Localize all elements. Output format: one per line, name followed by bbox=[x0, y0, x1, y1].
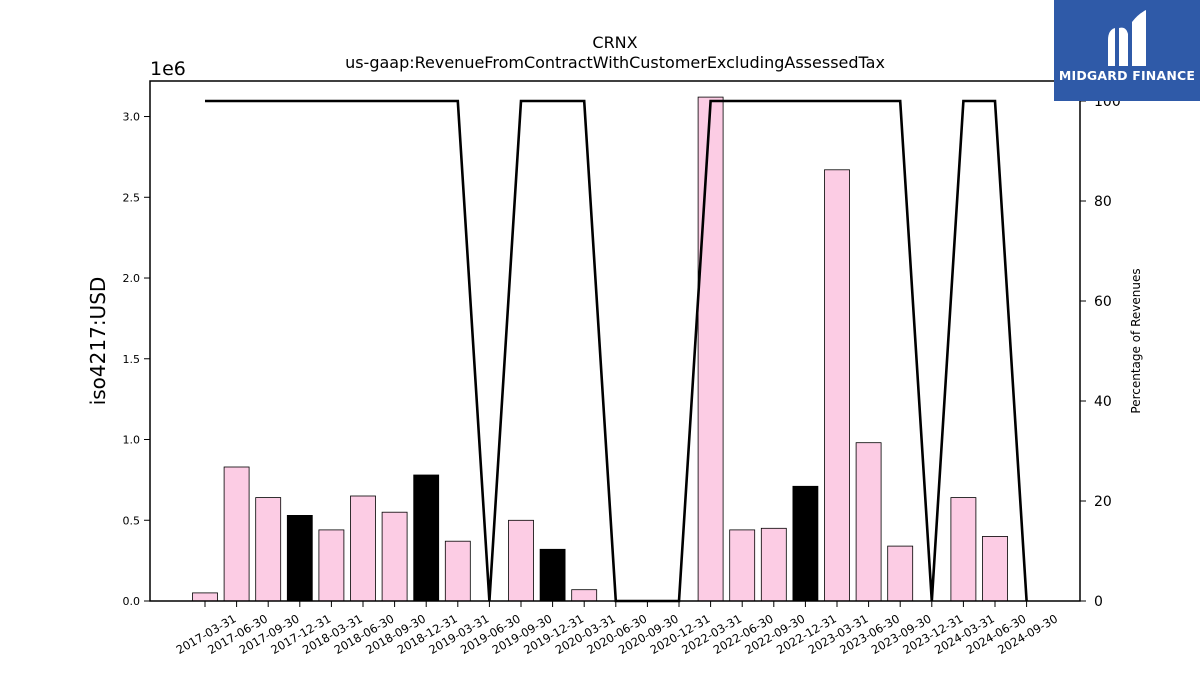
bar-2023-03-31 bbox=[824, 169, 850, 602]
bar-2023-06-30 bbox=[855, 442, 882, 602]
bar-2022-03-31 bbox=[697, 96, 724, 602]
brand-name: MIDGARD FINANCE bbox=[1058, 68, 1196, 83]
bar-2019-03-31 bbox=[444, 540, 471, 602]
y2-tick-label-80: 80 bbox=[1094, 194, 1112, 210]
bar-2017-03-31 bbox=[192, 592, 218, 602]
brand-mark-icon bbox=[1108, 10, 1146, 67]
bar-2019-12-31 bbox=[539, 548, 566, 602]
y-offset-label: 1e6 bbox=[150, 58, 186, 80]
y-axis-label: iso4217:USD bbox=[86, 277, 110, 406]
line-layer bbox=[204, 99, 1028, 603]
y2-axis-label: Percentage of Revenues bbox=[1129, 268, 1143, 413]
y-tick-label-2.5: 2.5 bbox=[123, 191, 141, 204]
y-tick-label-0.0: 0.0 bbox=[123, 595, 141, 608]
y2-tick-label-60: 60 bbox=[1094, 294, 1112, 310]
y-axis: 0.0 0.5 1.0 1.5 2.0 2.5 3.0 bbox=[123, 111, 150, 608]
plot-frame bbox=[149, 80, 1081, 602]
y-tick-label-0.5: 0.5 bbox=[123, 514, 141, 527]
chart-subtitle: us-gaap:RevenueFromContractWithCustomerE… bbox=[345, 53, 885, 72]
bar-2018-03-31 bbox=[318, 529, 345, 602]
chart-title: CRNX bbox=[592, 33, 637, 52]
bar-2018-06-30 bbox=[350, 495, 376, 602]
brand-logo: MIDGARD FINANCE bbox=[1054, 0, 1200, 101]
bar-2018-09-30 bbox=[381, 511, 408, 602]
y-tick-label-2.0: 2.0 bbox=[123, 272, 141, 285]
bar-2024-06-30 bbox=[982, 536, 1008, 602]
y-tick-label-3.0: 3.0 bbox=[123, 111, 141, 124]
bar-2017-06-30 bbox=[223, 466, 250, 602]
y2-tick-label-0: 0 bbox=[1094, 594, 1103, 610]
bar-2017-12-31 bbox=[286, 515, 313, 602]
bar-2017-09-30 bbox=[255, 497, 282, 602]
y2-tick-label-40: 40 bbox=[1094, 394, 1112, 410]
bar-2023-09-30 bbox=[887, 545, 914, 602]
y2-tick-label-20: 20 bbox=[1094, 494, 1112, 510]
bars-layer bbox=[192, 96, 1008, 602]
bar-2019-09-30 bbox=[508, 519, 534, 602]
x-axis: 2017-03-312017-06-302017-09-302017-12-31… bbox=[174, 601, 1060, 657]
bar-2022-06-30 bbox=[729, 529, 756, 602]
bar-2024-03-31 bbox=[950, 497, 977, 602]
bar-2020-03-31 bbox=[571, 589, 598, 602]
y-tick-label-1.5: 1.5 bbox=[123, 353, 141, 366]
percentage-line bbox=[205, 99, 1028, 603]
bar-2022-09-30 bbox=[760, 527, 787, 602]
y-tick-label-1.0: 1.0 bbox=[123, 434, 141, 447]
bar-2022-12-31 bbox=[792, 485, 819, 602]
bar-2018-12-31 bbox=[413, 474, 440, 602]
